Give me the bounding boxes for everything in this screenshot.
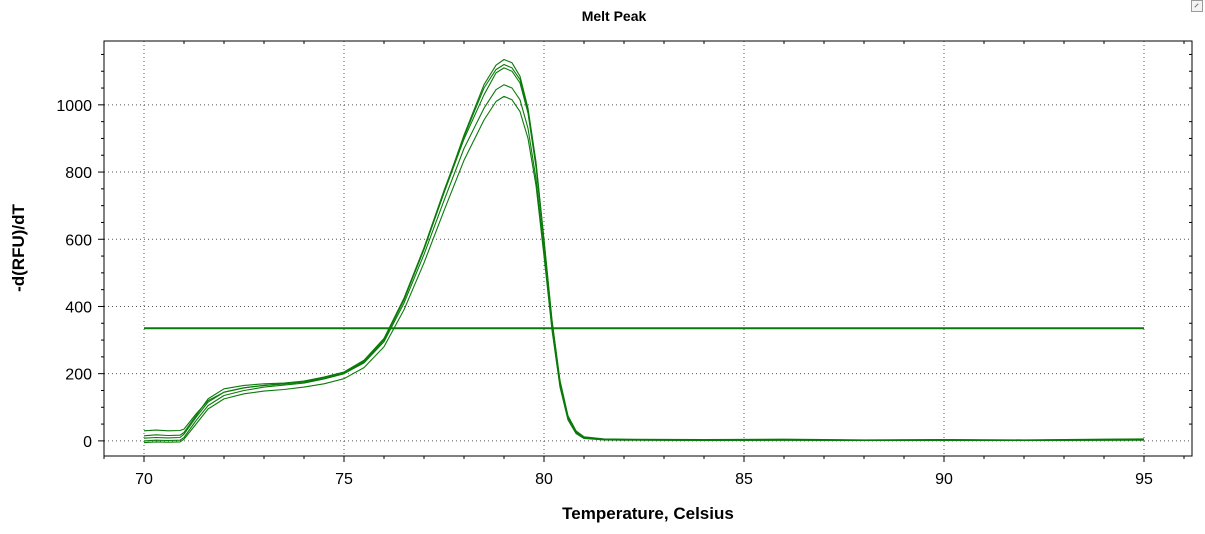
- x-axis-label: Temperature, Celsius: [562, 504, 734, 523]
- chart-title: Melt Peak: [582, 8, 647, 24]
- plot-area: [103, 40, 1193, 457]
- x-tick-label: 70: [135, 471, 153, 488]
- y-tick-label: 600: [65, 232, 92, 249]
- series-lines: [143, 58, 1145, 444]
- y-tick-label: 0: [83, 434, 92, 451]
- y-axis-label: -d(RFU)/dT: [9, 203, 28, 291]
- melt-curve-line: [143, 84, 1145, 442]
- y-tick-label: 800: [65, 165, 92, 182]
- y-tick-label: 200: [65, 367, 92, 384]
- x-tick-label: 85: [735, 471, 753, 488]
- grid-lines: [104, 41, 1192, 456]
- x-tick-label: 75: [335, 471, 353, 488]
- expand-icon[interactable]: [1191, 0, 1203, 12]
- y-tick-label: 1000: [56, 98, 92, 115]
- axis-ticks: 70 75 80 85 90 95 0 200 400 600 800 1000: [56, 41, 1192, 488]
- y-tick-label: 400: [65, 299, 92, 316]
- melt-curve-line: [143, 95, 1144, 444]
- x-tick-label: 95: [1135, 471, 1153, 488]
- x-tick-label: 80: [535, 471, 553, 488]
- x-tick-label: 90: [935, 471, 953, 488]
